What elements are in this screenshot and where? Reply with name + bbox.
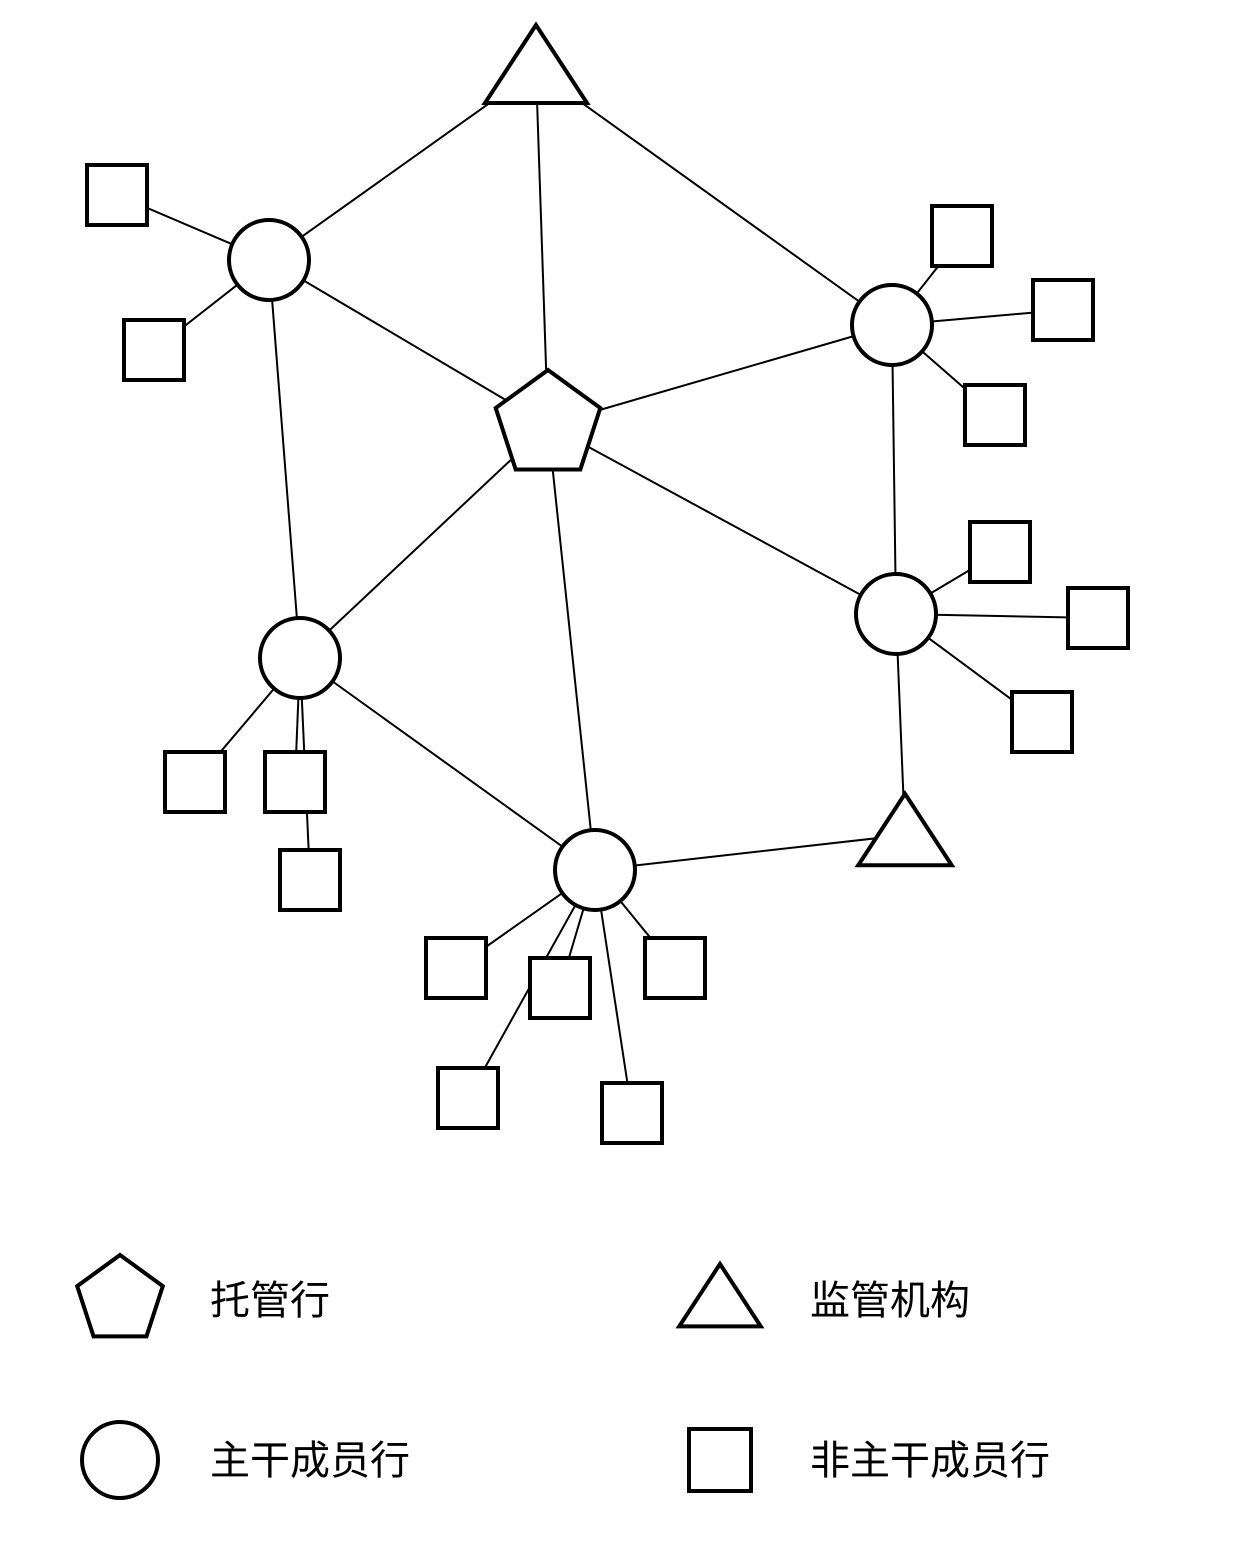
legend: 托管行 监管机构主干成员行 非主干成员行 xyxy=(77,1255,1050,1498)
edge xyxy=(548,425,595,870)
square-node xyxy=(426,938,486,998)
square-node xyxy=(689,1429,751,1491)
square-node xyxy=(602,1083,662,1143)
circle-node xyxy=(555,830,635,910)
edge xyxy=(548,425,896,614)
square-node xyxy=(970,522,1030,582)
triangle-node xyxy=(858,794,952,866)
legend-label: 主干成员行 xyxy=(210,1438,410,1483)
edge xyxy=(269,260,300,658)
node-layer xyxy=(87,25,1128,1143)
triangle-node xyxy=(485,25,587,103)
square-node xyxy=(645,938,705,998)
circle-node xyxy=(82,1422,158,1498)
square-node xyxy=(1033,280,1093,340)
square-node xyxy=(1068,588,1128,648)
circle-node xyxy=(852,285,932,365)
square-node xyxy=(1012,692,1072,752)
pentagon-node xyxy=(77,1255,163,1336)
legend-label: 托管行 xyxy=(210,1278,330,1323)
square-node xyxy=(165,752,225,812)
circle-node xyxy=(856,574,936,654)
legend-label: 非主干成员行 xyxy=(810,1438,1050,1483)
network-diagram: 托管行 监管机构主干成员行 非主干成员行 xyxy=(0,0,1240,1553)
square-node xyxy=(87,165,147,225)
square-node xyxy=(932,206,992,266)
square-node xyxy=(280,850,340,910)
square-node xyxy=(265,752,325,812)
square-node xyxy=(965,385,1025,445)
legend-label: 监管机构 xyxy=(810,1278,970,1323)
circle-node xyxy=(260,618,340,698)
square-node xyxy=(124,320,184,380)
pentagon-node xyxy=(496,370,601,469)
edge xyxy=(300,658,595,870)
edge xyxy=(536,70,892,325)
triangle-node xyxy=(679,1264,761,1326)
square-node xyxy=(530,958,590,1018)
edge xyxy=(892,325,896,614)
circle-node xyxy=(229,220,309,300)
square-node xyxy=(438,1068,498,1128)
